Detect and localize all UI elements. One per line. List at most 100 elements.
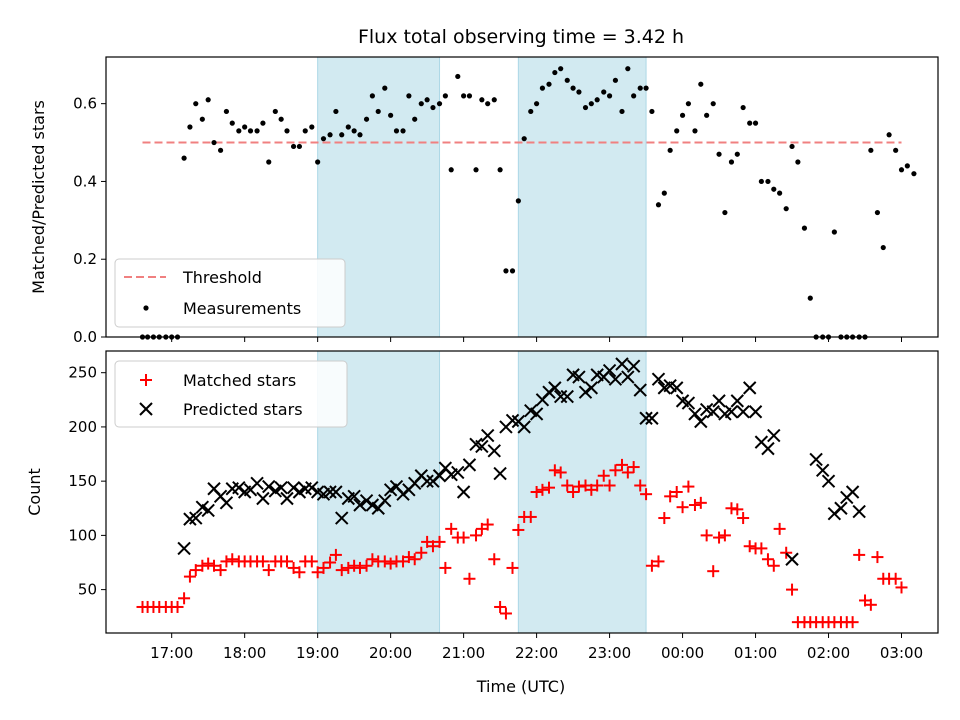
measurement-point (503, 268, 509, 274)
matched-stars-point (773, 522, 786, 535)
matched-stars-point (743, 540, 756, 553)
predicted-stars-point (347, 489, 361, 504)
matched-stars-point (408, 553, 421, 566)
measurement-point (886, 132, 892, 138)
count-y-ticks: 50 100 150 200 250 (68, 364, 106, 599)
measurement-point (606, 93, 613, 99)
measurement-point (339, 132, 345, 138)
measurement-point (242, 124, 248, 130)
measurement-point (327, 132, 333, 138)
predicted-stars-point (736, 405, 750, 419)
matched-stars-point (494, 600, 507, 613)
predicted-stars-point (378, 493, 392, 508)
matched-stars-point (463, 572, 476, 585)
measurement-point (254, 128, 260, 134)
measurement-point (765, 178, 771, 185)
matched-stars-point (707, 565, 720, 578)
predicted-stars-point (232, 480, 246, 495)
x-axis-label: Time (UTC) (476, 677, 565, 696)
measurement-point (661, 190, 667, 196)
x-tick-label: 19:00 (296, 644, 339, 662)
measurement-point (315, 159, 321, 165)
matched-stars-point (171, 600, 184, 613)
measurement-point (309, 124, 315, 130)
measurement-point (868, 147, 874, 153)
predicted-stars-point (608, 372, 623, 386)
measurement-point (722, 209, 728, 216)
measurement-point (911, 171, 917, 177)
predicted-stars-point (462, 458, 477, 472)
matched-stars-point (718, 529, 731, 542)
measurement-point (351, 128, 357, 134)
predicted-stars-point (712, 394, 726, 408)
x-tick-label: 20:00 (369, 644, 412, 662)
predicted-legend-label: Predicted stars (183, 400, 303, 419)
ratio-plot-frame (105, 56, 939, 338)
matched-stars-point (524, 510, 537, 523)
measurement-point (442, 93, 448, 99)
matched-stars-point (670, 486, 683, 498)
matched-stars-point (329, 548, 342, 561)
measurement-point (619, 108, 625, 115)
predicted-stars-point (548, 381, 562, 395)
predicted-stars-point (560, 389, 574, 404)
measurement-point (272, 108, 278, 115)
matched-stars-point (196, 559, 209, 572)
matched-stars-point (889, 572, 902, 585)
measurement-point (302, 128, 308, 134)
matched-stars-point (645, 559, 658, 572)
measurement-point (667, 147, 673, 153)
measurement-point (698, 81, 704, 87)
matched-stars-point (415, 546, 428, 559)
matched-stars-point (676, 501, 689, 514)
predicted-stars-point (189, 511, 203, 525)
predicted-stars-point (724, 405, 739, 419)
matched-stars-point (700, 529, 713, 542)
ratio-legend: Threshold Measurements (114, 258, 346, 328)
predicted-stars-point (761, 441, 775, 456)
predicted-stars-point (681, 396, 696, 410)
measurement-point (393, 128, 400, 134)
counts-layer (136, 357, 908, 629)
predicted-stars-point (639, 411, 653, 425)
matched-stars-point (731, 503, 744, 516)
count-x-ticks: 17:00 18:00 19:00 20:00 21:00 22:00 23:00 00:00… (150, 633, 923, 662)
predicted-stars-point (785, 552, 799, 566)
measurement-point (728, 159, 735, 165)
measurement-point (783, 206, 789, 212)
predicted-stars-point (834, 501, 848, 515)
measurement-point (674, 128, 680, 134)
matched-stars-point (506, 561, 519, 574)
matched-stars-point (293, 566, 306, 579)
x-tick-label: 18:00 (223, 644, 266, 662)
predicted-stars-point (852, 504, 866, 519)
y-tick-label: 150 (68, 472, 97, 490)
matched-stars-point (567, 486, 580, 498)
predicted-stars-point (584, 381, 599, 395)
y-tick-label: 250 (68, 364, 97, 382)
y-tick-label: 200 (68, 418, 97, 436)
measurement-point (546, 81, 552, 87)
measurement-point (710, 101, 716, 107)
measurement-point (333, 108, 339, 115)
matched-stars-point (202, 557, 215, 570)
matched-stars-point (280, 555, 293, 568)
predicted-stars-point (280, 491, 294, 506)
y-tick-label: 0.2 (73, 250, 97, 268)
y-tick-label: 0.0 (73, 328, 97, 346)
matched-stars-point (499, 607, 512, 620)
matched-stars-point (895, 581, 908, 594)
matched-stars-point (688, 499, 701, 512)
measurement-point (236, 128, 242, 134)
matched-stars-point (378, 555, 391, 568)
predicted-stars-point (748, 405, 763, 419)
matched-stars-point (846, 616, 859, 629)
measurement-point (880, 244, 886, 251)
matched-stars-point (658, 512, 671, 525)
matched-stars-point (682, 480, 695, 493)
threshold-legend-label: Threshold (182, 268, 262, 287)
measurement-point (558, 66, 564, 72)
measurement-point (758, 178, 764, 185)
measurements-legend-label: Measurements (183, 299, 301, 318)
measurement-point (576, 89, 582, 95)
